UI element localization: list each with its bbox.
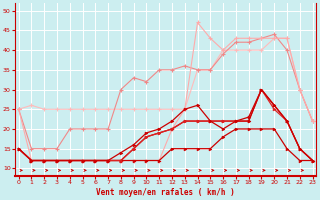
X-axis label: Vent moyen/en rafales ( km/h ): Vent moyen/en rafales ( km/h ) [96,188,235,197]
